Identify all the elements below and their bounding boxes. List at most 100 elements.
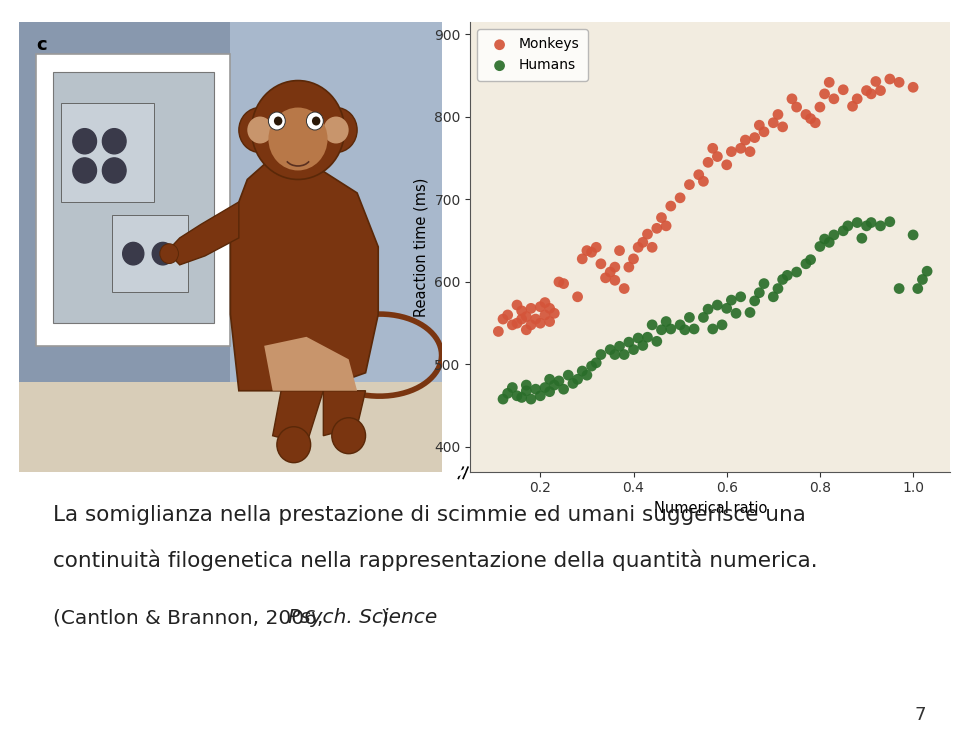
Monkeys: [737, 134, 753, 146]
Text: ): ): [380, 608, 388, 627]
Humans: [752, 287, 767, 298]
Monkeys: [500, 309, 516, 321]
Monkeys: [672, 192, 687, 203]
Monkeys: [542, 302, 558, 314]
Monkeys: [756, 126, 772, 138]
Humans: [542, 385, 558, 397]
Polygon shape: [324, 391, 366, 436]
Monkeys: [607, 274, 622, 286]
Humans: [649, 335, 664, 347]
Monkeys: [682, 178, 697, 190]
Circle shape: [312, 116, 321, 125]
FancyBboxPatch shape: [19, 22, 442, 472]
Humans: [644, 319, 660, 331]
Monkeys: [644, 242, 660, 254]
Monkeys: [892, 77, 907, 88]
Humans: [500, 388, 516, 399]
Humans: [528, 383, 543, 395]
Humans: [892, 283, 907, 295]
Humans: [533, 390, 548, 402]
Monkeys: [546, 307, 562, 319]
Humans: [854, 232, 870, 244]
Circle shape: [103, 158, 126, 183]
Humans: [742, 307, 757, 318]
Text: continuità filogenetica nella rappresentazione della quantità numerica.: continuità filogenetica nella rappresent…: [53, 549, 817, 570]
Monkeys: [691, 169, 707, 181]
Monkeys: [579, 245, 594, 256]
Circle shape: [269, 108, 327, 170]
FancyBboxPatch shape: [61, 103, 155, 202]
Humans: [859, 220, 875, 231]
Humans: [584, 360, 599, 372]
Humans: [593, 349, 609, 360]
Monkeys: [752, 119, 767, 131]
Humans: [756, 278, 772, 290]
Humans: [719, 302, 734, 314]
Monkeys: [654, 212, 669, 223]
Humans: [510, 390, 525, 402]
Humans: [677, 324, 692, 335]
Monkeys: [533, 301, 548, 312]
Monkeys: [495, 313, 511, 325]
Humans: [840, 220, 855, 231]
Humans: [565, 377, 581, 389]
Humans: [542, 374, 558, 385]
Monkeys: [803, 113, 818, 125]
Monkeys: [518, 311, 534, 323]
Humans: [518, 385, 534, 397]
Monkeys: [538, 297, 553, 309]
Humans: [607, 349, 622, 360]
Humans: [835, 225, 851, 237]
Humans: [747, 295, 762, 307]
Humans: [636, 340, 651, 352]
Monkeys: [859, 85, 875, 97]
Humans: [863, 217, 878, 228]
FancyBboxPatch shape: [19, 22, 230, 382]
X-axis label: Numerical ratio: Numerical ratio: [654, 501, 767, 516]
Monkeys: [663, 200, 679, 212]
Circle shape: [73, 158, 97, 183]
Monkeys: [747, 132, 762, 144]
Humans: [663, 323, 679, 335]
Monkeys: [510, 318, 525, 329]
Monkeys: [733, 142, 749, 154]
Polygon shape: [264, 337, 357, 391]
Monkeys: [505, 319, 520, 331]
Monkeys: [603, 266, 618, 278]
Monkeys: [724, 146, 739, 158]
Humans: [546, 379, 562, 391]
Circle shape: [160, 244, 179, 264]
Humans: [696, 312, 711, 324]
Monkeys: [584, 246, 599, 258]
Monkeys: [528, 313, 543, 325]
Monkeys: [850, 93, 865, 105]
Humans: [905, 229, 921, 241]
Monkeys: [518, 324, 534, 335]
Circle shape: [252, 80, 345, 180]
Humans: [915, 273, 930, 285]
Circle shape: [248, 116, 273, 144]
Polygon shape: [230, 157, 378, 391]
Monkeys: [807, 117, 823, 129]
Humans: [495, 394, 511, 405]
Text: La somiglianza nella prestazione di scimmie ed umani suggerisce una: La somiglianza nella prestazione di scim…: [53, 505, 805, 525]
Humans: [733, 291, 749, 303]
Humans: [621, 336, 636, 348]
Monkeys: [514, 305, 529, 317]
Monkeys: [639, 228, 655, 240]
Monkeys: [588, 242, 604, 254]
Monkeys: [863, 88, 878, 99]
Monkeys: [827, 93, 842, 105]
Monkeys: [626, 253, 641, 265]
Humans: [505, 382, 520, 394]
Monkeys: [649, 223, 664, 234]
Humans: [682, 312, 697, 324]
Monkeys: [491, 326, 506, 338]
Circle shape: [332, 418, 366, 454]
Monkeys: [822, 77, 837, 88]
Humans: [780, 270, 795, 282]
FancyBboxPatch shape: [112, 215, 188, 292]
Monkeys: [789, 101, 804, 113]
Monkeys: [551, 276, 566, 288]
Humans: [822, 237, 837, 248]
